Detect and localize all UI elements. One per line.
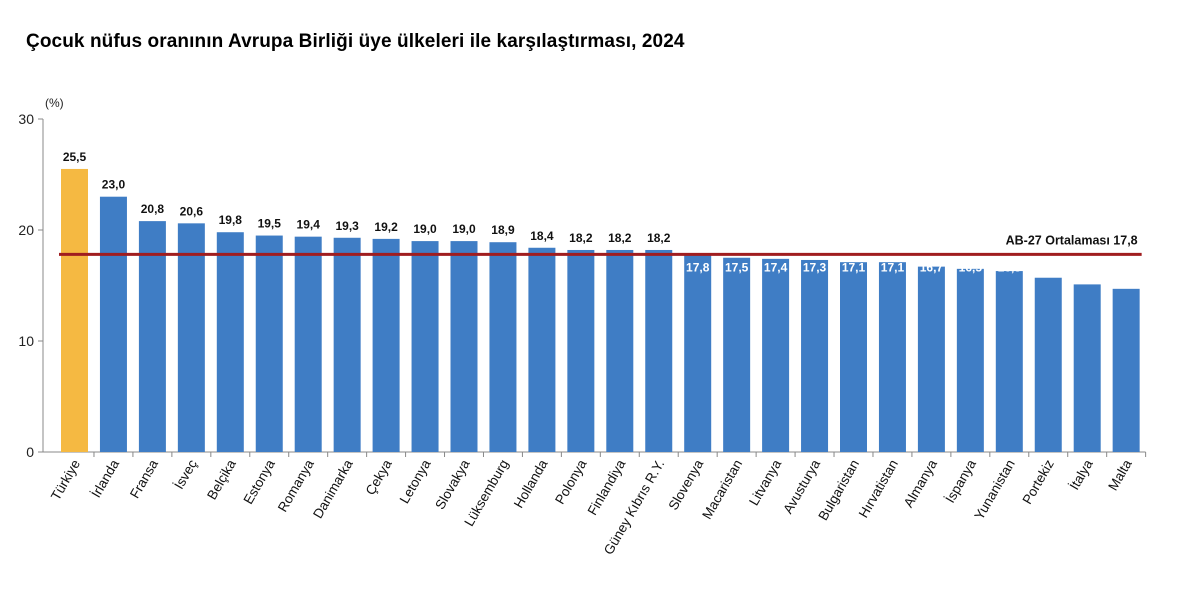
x-tick-label: Avusturya (780, 457, 823, 517)
data-label: 25,5 (63, 150, 87, 164)
data-label: 18,4 (530, 229, 554, 243)
y-tick-label: 30 (18, 111, 34, 127)
x-tick-label: İsveç (171, 457, 200, 492)
bar (411, 241, 439, 452)
data-label: 16,7 (920, 260, 944, 274)
x-tick-label: İrlanda (88, 457, 122, 501)
x-tick-label: Slovenya (666, 457, 707, 513)
data-label: 15,1 (1076, 260, 1100, 274)
data-label: 17,5 (725, 260, 749, 274)
x-tick-label: Danimarka (310, 457, 356, 521)
data-label: 18,9 (491, 223, 515, 237)
data-label: 14,7 (1114, 260, 1138, 274)
bar (684, 254, 712, 452)
data-label: 18,2 (569, 231, 593, 245)
x-tick-label: Estonya (240, 457, 278, 507)
data-label: 18,2 (608, 231, 632, 245)
x-tick-label: Litvanya (746, 457, 784, 508)
y-axis-unit: (%) (45, 96, 64, 110)
data-label: 19,4 (297, 218, 321, 232)
data-label: 19,3 (335, 219, 359, 233)
x-tick-label: Fransa (127, 457, 161, 501)
x-tick-label: Hırvatistan (856, 457, 901, 520)
data-label: 16,3 (998, 260, 1022, 274)
bar (567, 249, 595, 452)
x-tick-label: Polonya (552, 457, 590, 507)
bar (1112, 288, 1140, 452)
bar (878, 262, 906, 452)
x-tick-label: Finlandiya (585, 457, 629, 518)
x-tick-label: Belçika (204, 457, 239, 503)
data-label: 18,2 (647, 231, 671, 245)
bar (645, 249, 673, 452)
x-tick-label: Yunanistan (972, 457, 1018, 522)
x-tick-label: Portekiz (1019, 457, 1056, 507)
data-label: 17,1 (881, 260, 905, 274)
data-label: 20,6 (180, 204, 204, 218)
data-label: 16,5 (959, 260, 983, 274)
y-tick-label: 10 (18, 333, 34, 349)
data-label: 17,8 (686, 260, 710, 274)
bar (177, 223, 205, 452)
bar (489, 242, 517, 452)
x-tick-label: İspanya (942, 457, 979, 506)
y-tick-label: 0 (26, 444, 34, 460)
bar (528, 247, 556, 452)
bar (1034, 277, 1062, 452)
x-tick-label: Malta (1105, 457, 1135, 494)
bar (99, 196, 127, 452)
bar (372, 238, 400, 452)
bar (294, 236, 322, 452)
bar (801, 259, 829, 452)
data-label: 17,3 (803, 260, 827, 274)
data-label: 19,0 (452, 222, 476, 236)
bar (917, 266, 945, 452)
bar (138, 221, 166, 452)
bar (255, 235, 283, 452)
x-tick-label: Macaristan (699, 457, 745, 522)
x-tick-label: Hollanda (511, 457, 551, 511)
bar (333, 237, 361, 452)
bar (216, 232, 244, 452)
bar (61, 168, 88, 452)
x-tick-label: İtalya (1067, 457, 1096, 493)
bar (606, 249, 634, 452)
x-tick-label: Romanya (275, 457, 317, 515)
chart-title: Çocuk nüfus oranının Avrupa Birliği üye … (26, 31, 685, 52)
data-label: 20,8 (141, 202, 165, 216)
x-tick-label: Türkiye (48, 457, 83, 503)
y-tick-label: 20 (18, 222, 34, 238)
data-label: 23,0 (102, 178, 126, 192)
data-label: 19,0 (413, 222, 437, 236)
data-label: 19,2 (374, 220, 398, 234)
bar (450, 241, 478, 452)
x-tick-label: Letonya (397, 457, 434, 507)
x-tick-label: Slovakya (432, 457, 473, 512)
bar (1073, 284, 1101, 452)
data-label: 17,4 (764, 260, 788, 274)
data-label: 19,8 (219, 213, 243, 227)
data-label: 17,1 (842, 260, 866, 274)
bar (956, 268, 984, 452)
bar (840, 262, 867, 452)
bar (995, 271, 1023, 452)
x-tick-label: Almanya (901, 457, 940, 510)
data-label: 15,7 (1037, 260, 1061, 274)
data-label: 19,5 (258, 217, 282, 231)
bar (723, 257, 751, 452)
x-tick-label: Çekya (363, 457, 395, 498)
bar (762, 258, 790, 452)
reference-line-label: AB-27 Ortalaması 17,8 (1006, 233, 1138, 247)
